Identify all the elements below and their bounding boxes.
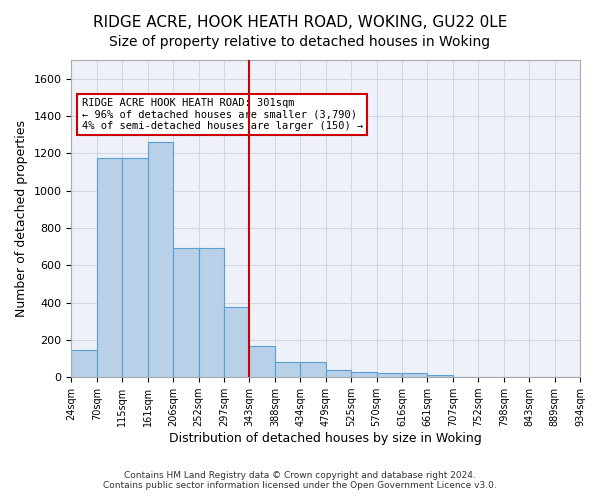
Bar — [97, 158, 122, 377]
Y-axis label: Number of detached properties: Number of detached properties — [15, 120, 28, 317]
Text: RIDGE ACRE, HOOK HEATH ROAD, WOKING, GU22 0LE: RIDGE ACRE, HOOK HEATH ROAD, WOKING, GU2… — [93, 15, 507, 30]
Bar — [351, 372, 377, 377]
Bar — [224, 307, 250, 377]
Bar — [300, 362, 326, 377]
Bar — [71, 350, 97, 377]
Bar — [148, 142, 173, 377]
Bar — [402, 374, 427, 377]
Bar — [377, 374, 402, 377]
Bar — [173, 248, 199, 377]
Bar — [122, 158, 148, 377]
Text: Contains HM Land Registry data © Crown copyright and database right 2024.
Contai: Contains HM Land Registry data © Crown c… — [103, 470, 497, 490]
Bar — [250, 346, 275, 377]
Text: Size of property relative to detached houses in Woking: Size of property relative to detached ho… — [109, 35, 491, 49]
X-axis label: Distribution of detached houses by size in Woking: Distribution of detached houses by size … — [169, 432, 482, 445]
Text: RIDGE ACRE HOOK HEATH ROAD: 301sqm
← 96% of detached houses are smaller (3,790)
: RIDGE ACRE HOOK HEATH ROAD: 301sqm ← 96%… — [82, 98, 363, 132]
Bar — [326, 370, 351, 377]
Bar — [275, 362, 300, 377]
Bar — [199, 248, 224, 377]
Bar — [427, 375, 453, 377]
